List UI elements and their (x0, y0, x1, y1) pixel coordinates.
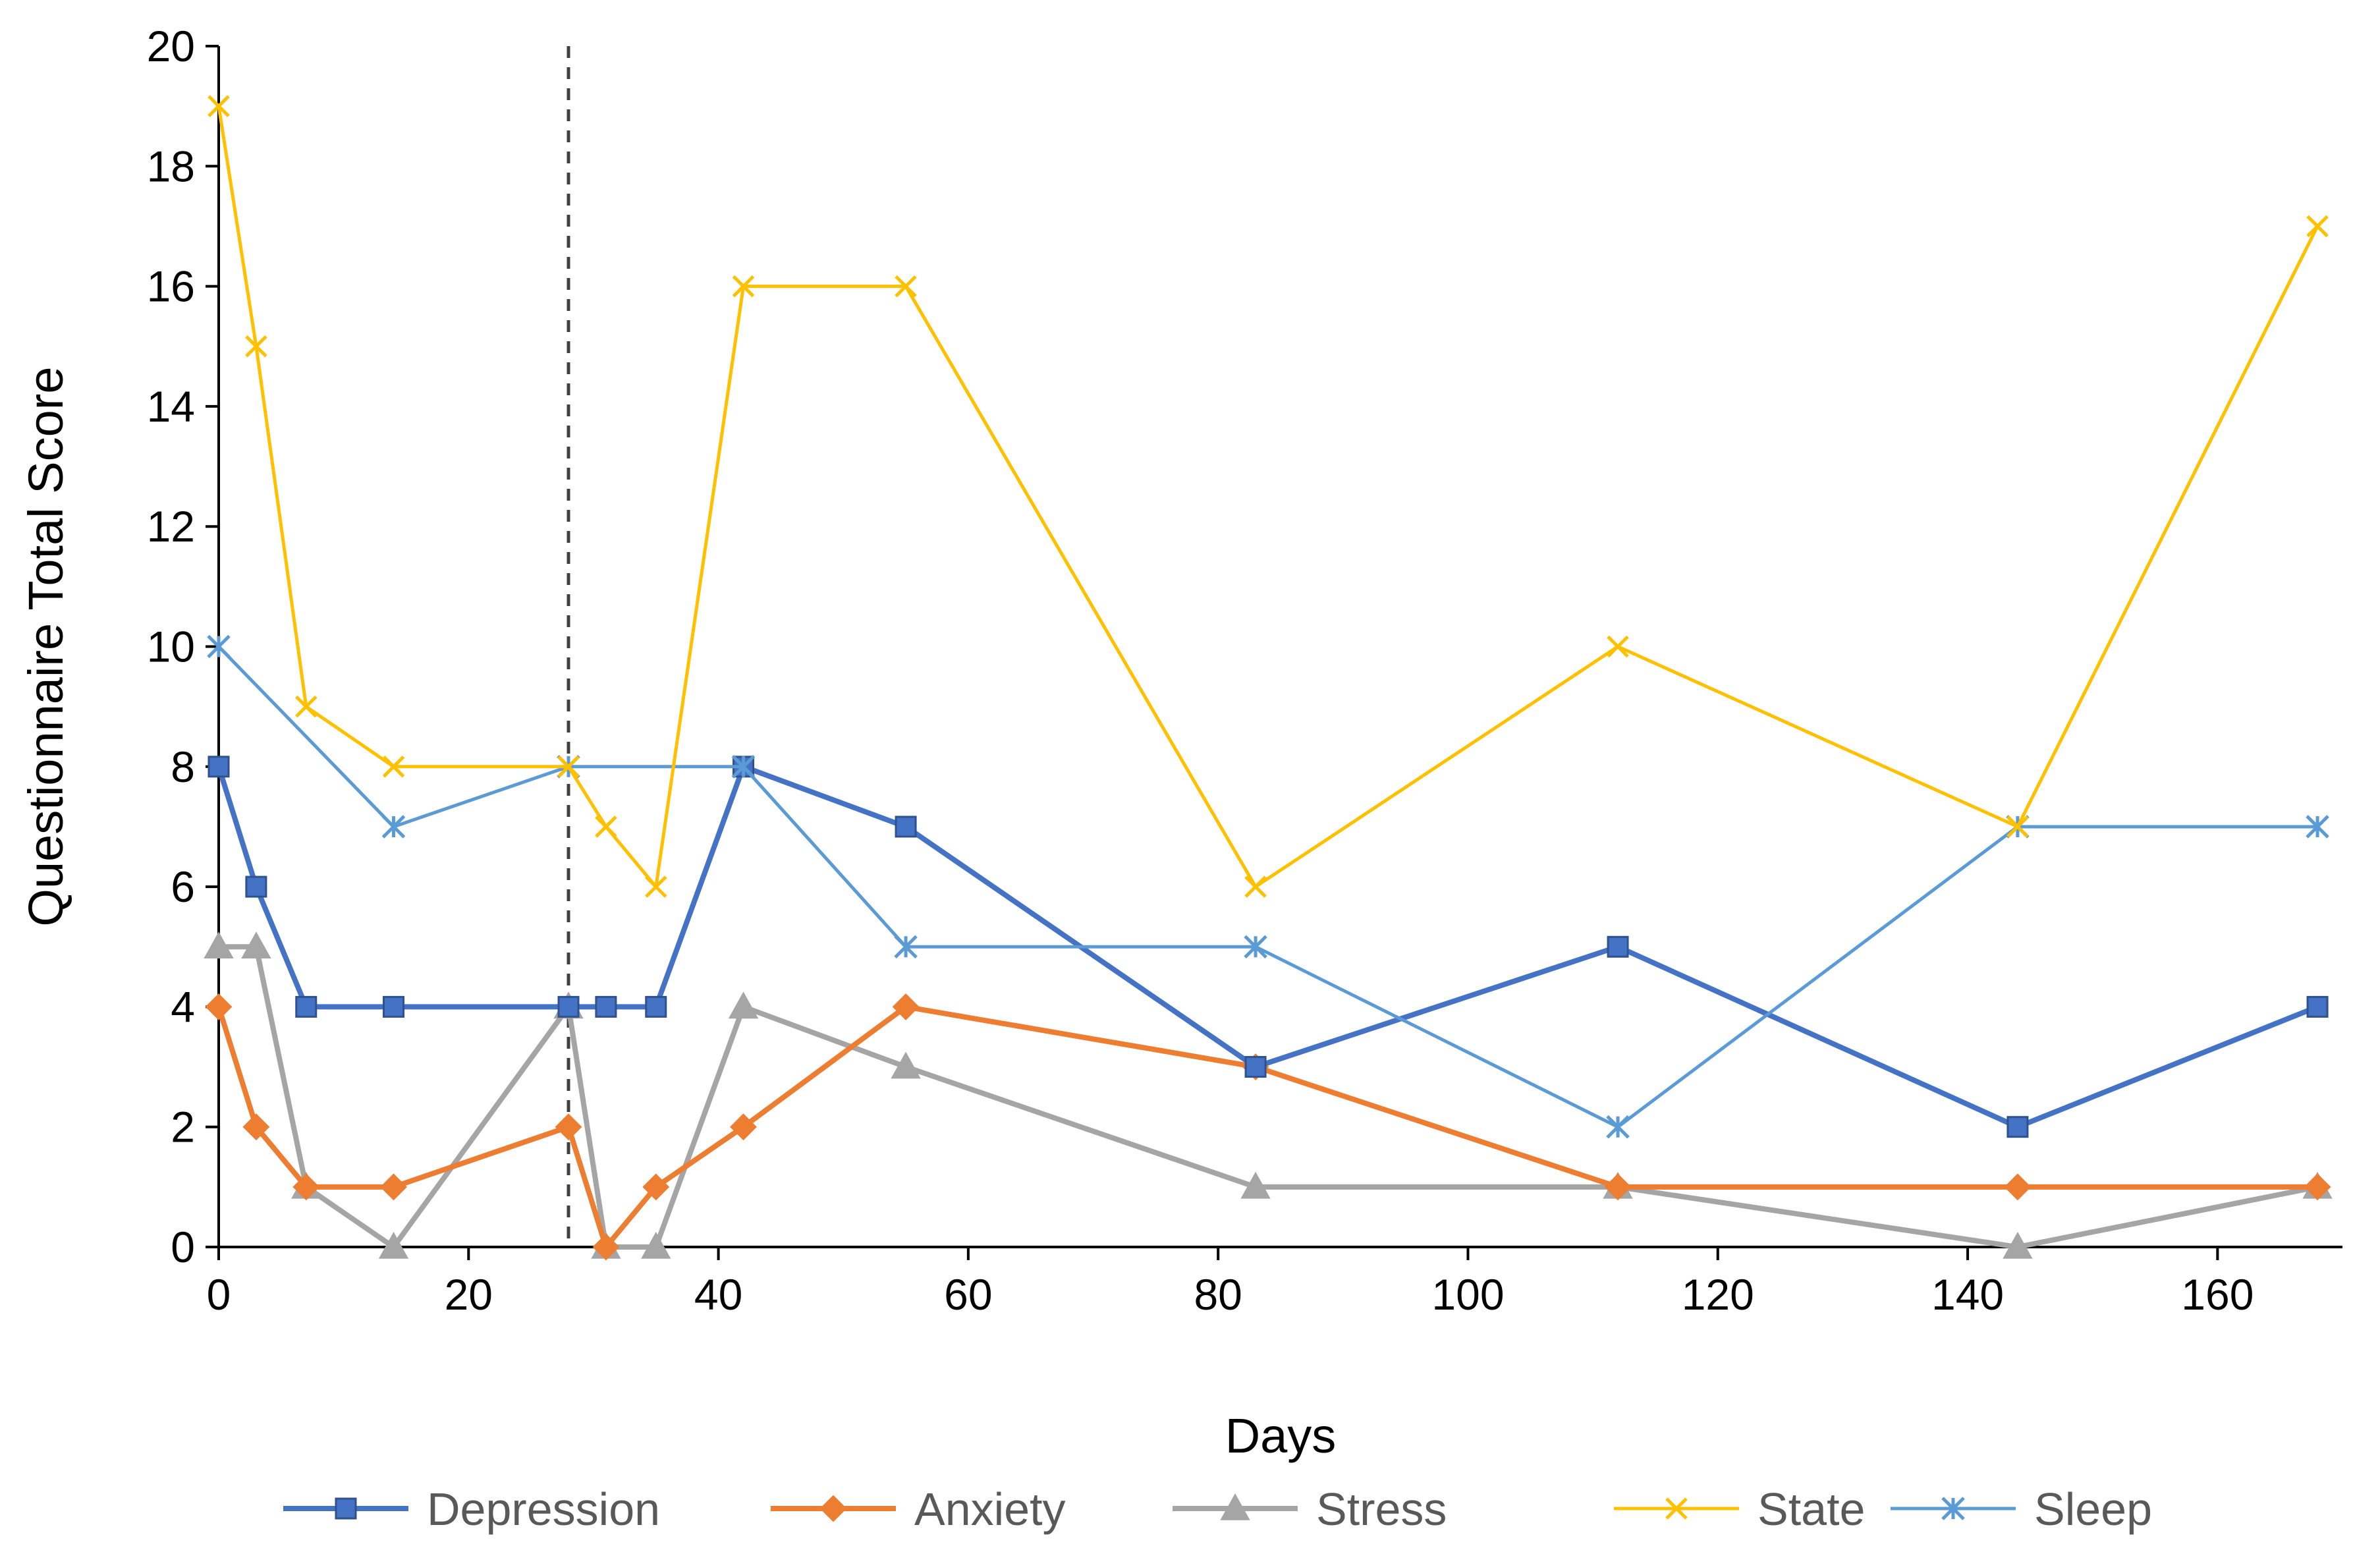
legend-marker-depression (335, 1497, 357, 1520)
data-point-state (595, 816, 617, 838)
data-point-state (2006, 816, 2029, 838)
data-point-stress (378, 1231, 409, 1259)
data-point-stress (891, 1051, 921, 1079)
legend-label-state: State (1757, 1483, 1865, 1535)
x-tick-label: 100 (1431, 1270, 1504, 1319)
data-point-depression (383, 995, 405, 1018)
data-point-stress (641, 1231, 671, 1259)
legend-item-state: State (1614, 1483, 1865, 1535)
data-point-state (732, 275, 755, 298)
series-line-anxiety (216, 1004, 2318, 1250)
x-tick-label: 20 (445, 1270, 493, 1319)
data-point-state (208, 95, 230, 117)
x-axis-title: Days (1225, 1408, 1337, 1463)
series-layer (204, 95, 2333, 1261)
y-tick-label: 2 (171, 1103, 195, 1151)
x-tick-label: 160 (2181, 1270, 2254, 1319)
y-tick-label: 20 (147, 22, 195, 70)
legend-marker-sleep (1941, 1497, 1965, 1520)
data-point-stress (1240, 1171, 1271, 1199)
data-point-depression (2006, 1116, 2029, 1138)
data-point-state (557, 756, 580, 778)
data-point-depression (1244, 1056, 1267, 1078)
x-tick-label: 140 (1931, 1270, 2004, 1319)
data-point-sleep (381, 815, 406, 839)
data-point-state (644, 875, 667, 898)
data-point-sleep (2306, 815, 2329, 839)
y-tick-label: 8 (171, 742, 195, 791)
data-point-anxiety (730, 1113, 757, 1141)
data-point-anxiety (555, 1113, 582, 1141)
data-point-sleep (1606, 1115, 1630, 1139)
y-tick-label: 16 (147, 262, 195, 311)
legend-item-anxiety: Anxiety (771, 1483, 1066, 1535)
data-point-stress (204, 931, 234, 959)
y-axis-title: Questionnaire Total Score (18, 366, 73, 926)
legend-item-stress: Stress (1173, 1483, 1447, 1535)
data-point-anxiety (292, 1173, 320, 1201)
y-tick-label: 4 (171, 982, 195, 1031)
data-point-depression (245, 875, 267, 898)
data-point-depression (208, 756, 230, 778)
data-point-anxiety (592, 1233, 620, 1261)
data-point-sleep (207, 634, 231, 659)
data-point-anxiety (205, 993, 233, 1020)
data-point-sleep (731, 755, 756, 779)
data-point-state (382, 756, 405, 778)
data-point-anxiety (892, 993, 920, 1020)
series-line-state (217, 105, 2319, 889)
y-tick-label: 6 (171, 862, 195, 911)
y-tick-label: 14 (147, 382, 195, 431)
data-point-depression (557, 995, 580, 1018)
series-depression (208, 756, 2329, 1138)
data-point-depression (2306, 995, 2329, 1018)
legend-item-depression: Depression (283, 1483, 660, 1535)
legend-label-stress: Stress (1316, 1483, 1447, 1535)
series-line-stress (219, 944, 2318, 1250)
data-point-depression (1607, 935, 1629, 958)
series-state (208, 95, 2329, 898)
data-point-state (2306, 215, 2329, 238)
legend: Depression Anxiety Stress State Sleep (283, 1483, 2152, 1535)
data-point-state (1244, 875, 1267, 898)
data-point-state (245, 335, 267, 358)
x-tick-label: 40 (694, 1270, 742, 1319)
data-point-anxiety (2304, 1173, 2331, 1201)
data-point-anxiety (1604, 1173, 1632, 1201)
data-point-anxiety (380, 1173, 407, 1201)
legend-label-anxiety: Anxiety (914, 1483, 1066, 1535)
legend-marker-state (1665, 1497, 1688, 1520)
data-point-stress (241, 931, 271, 959)
data-point-anxiety (242, 1113, 270, 1141)
legend-item-sleep: Sleep (1891, 1483, 2152, 1535)
y-tick-label: 12 (147, 502, 195, 551)
y-tick-label: 0 (171, 1223, 195, 1271)
x-tick-label: 120 (1682, 1270, 1754, 1319)
x-tick-label: 0 (207, 1270, 231, 1319)
data-point-state (895, 275, 917, 298)
data-point-stress (2003, 1231, 2033, 1259)
legend-label-depression: Depression (427, 1483, 660, 1535)
x-tick-label: 60 (944, 1270, 992, 1319)
legend-marker-stress (1220, 1493, 1250, 1520)
data-point-state (294, 695, 318, 718)
legend-label-sleep: Sleep (2034, 1483, 2152, 1535)
data-point-anxiety (2004, 1173, 2032, 1201)
data-point-depression (645, 995, 667, 1018)
data-point-depression (295, 995, 318, 1018)
x-tick-label: 80 (1194, 1270, 1242, 1319)
data-point-depression (895, 816, 917, 838)
data-point-stress (728, 991, 759, 1019)
data-point-anxiety (642, 1173, 670, 1201)
data-point-sleep (894, 935, 918, 959)
y-tick-label: 10 (147, 623, 195, 671)
legend-marker-anxiety (819, 1495, 847, 1522)
series-stress (204, 931, 2333, 1259)
data-point-sleep (1244, 935, 1267, 959)
data-point-state (1607, 635, 1629, 658)
data-point-depression (595, 995, 617, 1018)
y-tick-label: 18 (147, 142, 195, 190)
